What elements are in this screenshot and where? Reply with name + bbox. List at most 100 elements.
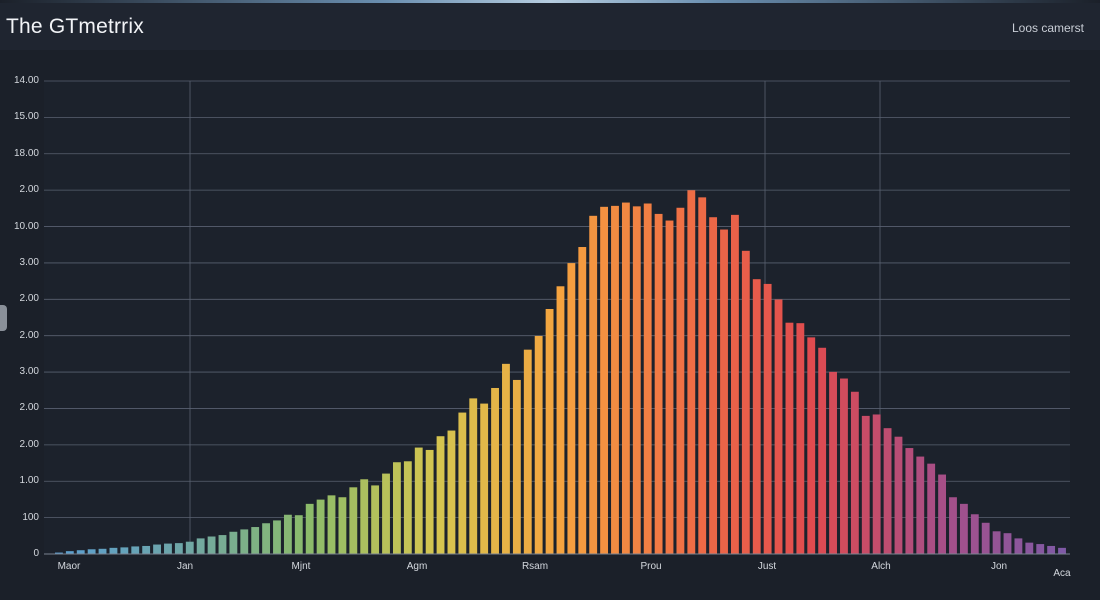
bar	[360, 479, 369, 554]
bar	[55, 552, 63, 554]
bar	[403, 461, 412, 554]
bar	[567, 263, 576, 554]
bar	[229, 531, 238, 554]
bar	[938, 474, 947, 554]
bar	[578, 247, 587, 554]
bar	[393, 462, 401, 554]
y-tick-label: 3.00	[19, 256, 39, 268]
bar	[1058, 547, 1066, 554]
bar	[698, 197, 707, 555]
x-tick-label: Agm	[406, 561, 428, 572]
x-tick-label: Just	[757, 561, 777, 572]
bar	[414, 447, 423, 554]
x-tick-label: Alch	[871, 561, 891, 572]
y-tick-label: 0	[33, 548, 39, 559]
bar	[829, 371, 837, 554]
bar	[872, 414, 881, 554]
bar	[218, 535, 227, 554]
bar	[883, 428, 892, 554]
x-tick-label: Maor	[57, 561, 81, 572]
bar	[709, 217, 718, 554]
bar	[1047, 545, 1056, 554]
bar	[785, 322, 794, 554]
bar	[240, 529, 249, 554]
bar	[251, 527, 260, 554]
bar	[676, 207, 685, 554]
bar	[142, 545, 151, 554]
y-tick-label: 2.00	[19, 402, 39, 414]
bar	[109, 547, 118, 554]
bar	[556, 286, 565, 554]
page-title: The GTmetrrix	[6, 15, 144, 38]
y-tick-label: 2.00	[19, 329, 39, 341]
y-tick-label: 2.00	[19, 438, 39, 450]
bar	[774, 299, 783, 554]
bar	[600, 206, 609, 554]
bar-chart	[44, 80, 1070, 555]
bar	[818, 347, 827, 554]
bar	[687, 190, 696, 554]
bar	[611, 205, 619, 554]
y-tick-label: 2.00	[19, 293, 39, 305]
bar	[371, 485, 380, 554]
bar	[796, 323, 805, 554]
bar	[262, 523, 271, 554]
bar	[294, 515, 303, 554]
bar	[861, 415, 870, 554]
chart-area: 14.00 15.00 18.00 2.00 10.00 3.00 2.00 2.00 3.00…	[0, 50, 1100, 600]
bar	[436, 436, 445, 554]
y-tick-label: 10.00	[13, 220, 39, 232]
bar	[120, 547, 129, 554]
y-tick-label: 1.00	[19, 475, 39, 487]
bar	[905, 448, 914, 554]
bar	[534, 335, 543, 554]
bar	[87, 549, 96, 554]
header-subtitle[interactable]: Loos camerst	[1011, 21, 1084, 35]
bar	[894, 436, 903, 554]
bar	[273, 520, 281, 554]
bar	[1014, 538, 1023, 554]
y-tick-label: 3.00	[19, 366, 39, 378]
bar	[807, 337, 816, 554]
bar	[1025, 542, 1034, 554]
y-tick-label: 18.00	[13, 147, 39, 159]
bar	[523, 349, 532, 554]
bar	[164, 543, 172, 554]
bar	[174, 543, 183, 554]
bar	[927, 463, 936, 554]
bar	[327, 495, 336, 554]
top-accent-line	[0, 0, 1100, 3]
bar	[665, 220, 674, 555]
bar	[185, 541, 194, 554]
bar	[959, 503, 968, 554]
bar	[305, 503, 314, 554]
bar	[981, 522, 990, 554]
bar	[731, 214, 739, 555]
bar	[621, 202, 630, 554]
bar	[840, 378, 848, 554]
bar	[632, 206, 641, 554]
app-header: The GTmetrrix Loos camerst	[0, 3, 1100, 50]
bar	[65, 551, 74, 554]
bar	[98, 548, 107, 554]
bar	[469, 398, 478, 554]
y-tick-label: 2.00	[19, 184, 39, 196]
x-tick-label: Rsam	[521, 561, 549, 572]
x-tick-label: Prou	[640, 561, 662, 572]
bar	[502, 363, 510, 554]
bar	[720, 229, 728, 554]
side-panel-handle[interactable]	[0, 305, 7, 331]
x-tick-label: Aca	[1053, 568, 1071, 579]
x-tick-label: Mjnt	[291, 561, 311, 572]
bar	[458, 412, 467, 554]
bar	[741, 250, 750, 554]
bar	[480, 403, 489, 554]
bar	[153, 544, 161, 554]
bar	[545, 308, 554, 554]
bar	[949, 497, 957, 554]
bar	[131, 546, 140, 554]
x-tick-label: Jan	[176, 561, 194, 572]
bar	[283, 514, 292, 554]
bar	[491, 387, 499, 554]
y-tick-label: 14.00	[13, 75, 39, 86]
